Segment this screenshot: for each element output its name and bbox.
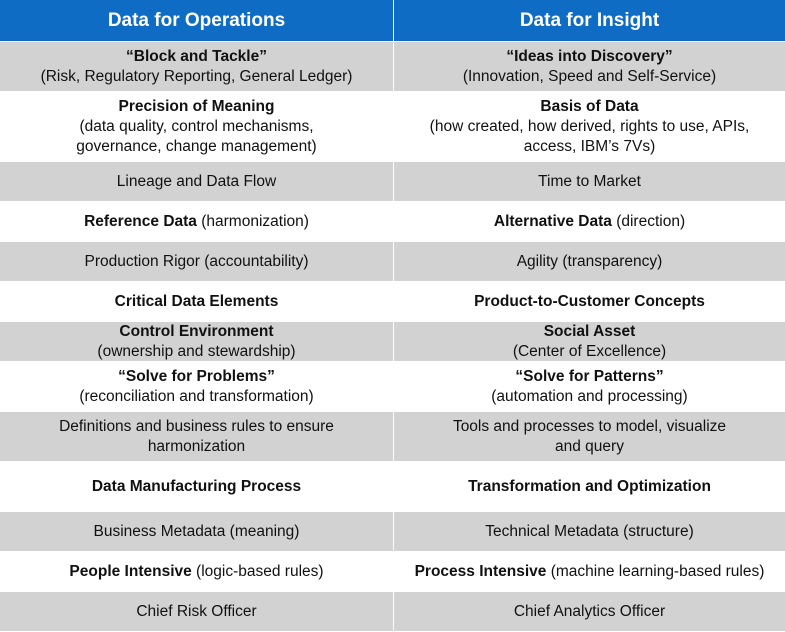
table-cell: People Intensive (logic-based rules) <box>0 552 394 592</box>
cell-title: Process Intensive <box>414 562 547 580</box>
table-cell: Transformation and Optimization <box>394 462 785 512</box>
cell-title: “Block and Tackle” <box>126 47 267 65</box>
table-cell: Time to Market <box>394 162 785 202</box>
table-cell: Definitions and business rules to ensure… <box>0 412 394 462</box>
column-header-insight: Data for Insight <box>394 0 785 42</box>
table-cell: Precision of Meaning (data quality, cont… <box>0 92 394 162</box>
cell-subtitle: governance, change management) <box>76 137 317 155</box>
table-cell: Lineage and Data Flow <box>0 162 394 202</box>
cell-subtitle: (Center of Excellence) <box>512 342 667 360</box>
table-cell: Critical Data Elements <box>0 282 394 322</box>
cell-text: Tools and processes to model, visualize <box>452 417 727 435</box>
cell-subtitle: access, IBM’s 7Vs) <box>523 137 656 155</box>
cell-subtitle: (ownership and stewardship) <box>97 342 296 360</box>
table-cell: Alternative Data (direction) <box>394 202 785 242</box>
table-cell: Social Asset (Center of Excellence) <box>394 322 785 362</box>
table-cell: Basis of Data (how created, how derived,… <box>394 92 785 162</box>
table-cell: Agility (transparency) <box>394 242 785 282</box>
cell-note: (harmonization) <box>196 212 309 230</box>
cell-title: Critical Data Elements <box>114 292 279 310</box>
cell-title: Social Asset <box>543 322 636 340</box>
cell-text: Time to Market <box>538 172 641 190</box>
cell-title: “Solve for Problems” <box>118 367 275 385</box>
table-cell: Product-to-Customer Concepts <box>394 282 785 322</box>
cell-title: “Solve for Patterns” <box>515 367 664 385</box>
table-cell: Tools and processes to model, visualize … <box>394 412 785 462</box>
table-cell: Reference Data (harmonization) <box>0 202 394 242</box>
table-cell: “Solve for Problems” (reconciliation and… <box>0 362 394 412</box>
table-cell: Chief Analytics Officer <box>394 592 785 632</box>
cell-subtitle: (data quality, control mechanisms, <box>79 117 314 135</box>
cell-text: and query <box>555 437 624 455</box>
cell-note: (logic-based rules) <box>191 562 324 580</box>
cell-title: “Ideas into Discovery” <box>506 47 673 65</box>
cell-title: Reference Data <box>84 212 197 230</box>
cell-subtitle: (reconciliation and transformation) <box>79 387 314 405</box>
cell-title: Basis of Data <box>540 97 639 115</box>
cell-subtitle: (Innovation, Speed and Self-Service) <box>462 67 717 85</box>
table-cell: “Ideas into Discovery” (Innovation, Spee… <box>394 42 785 92</box>
cell-text: Definitions and business rules to ensure <box>59 417 334 435</box>
cell-text: Chief Analytics Officer <box>513 602 666 620</box>
cell-title: Product-to-Customer Concepts <box>474 292 705 310</box>
cell-title: Precision of Meaning <box>118 97 275 115</box>
table-cell: Process Intensive (machine learning-base… <box>394 552 785 592</box>
cell-text: Agility (transparency) <box>516 252 663 270</box>
cell-subtitle: (how created, how derived, rights to use… <box>429 117 750 135</box>
cell-note: (machine learning-based rules) <box>546 562 765 580</box>
table-cell: “Block and Tackle” (Risk, Regulatory Rep… <box>0 42 394 92</box>
table-cell: Data Manufacturing Process <box>0 462 394 512</box>
table-cell: “Solve for Patterns” (automation and pro… <box>394 362 785 412</box>
cell-title: Data Manufacturing Process <box>91 477 302 495</box>
column-header-operations: Data for Operations <box>0 0 394 42</box>
table-cell: Control Environment (ownership and stewa… <box>0 322 394 362</box>
cell-title: Control Environment <box>119 322 274 340</box>
cell-title: People Intensive <box>69 562 192 580</box>
cell-title: Transformation and Optimization <box>468 477 711 495</box>
cell-text: Business Metadata (meaning) <box>93 522 300 540</box>
cell-text: harmonization <box>147 437 246 455</box>
cell-note: (direction) <box>611 212 686 230</box>
table-cell: Chief Risk Officer <box>0 592 394 632</box>
table-cell: Technical Metadata (structure) <box>394 512 785 552</box>
cell-subtitle: (automation and processing) <box>491 387 688 405</box>
table-cell: Business Metadata (meaning) <box>0 512 394 552</box>
cell-text: Chief Risk Officer <box>136 602 257 620</box>
table-cell: Production Rigor (accountability) <box>0 242 394 282</box>
cell-text: Lineage and Data Flow <box>116 172 277 190</box>
cell-subtitle: (Risk, Regulatory Reporting, General Led… <box>40 67 353 85</box>
cell-title: Alternative Data <box>493 212 612 230</box>
cell-text: Production Rigor (accountability) <box>84 252 309 270</box>
cell-text: Technical Metadata (structure) <box>485 522 694 540</box>
